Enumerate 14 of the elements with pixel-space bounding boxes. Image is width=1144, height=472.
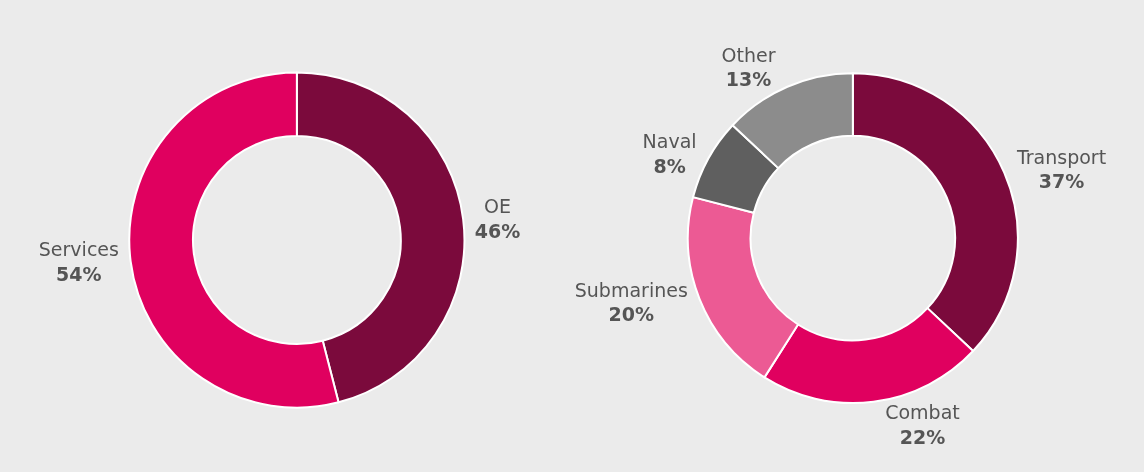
data-label: 13% (725, 68, 772, 91)
slice-label: Combat (885, 401, 960, 424)
slice-label: Submarines (574, 278, 688, 301)
slice-label: Services (38, 238, 119, 261)
data-label: 54% (56, 262, 102, 285)
slice-label: OE (484, 195, 512, 218)
data-label: 46% (474, 219, 521, 242)
slice-label: Other (721, 43, 776, 66)
data-label: 37% (1038, 170, 1085, 193)
slice-label: Naval (642, 129, 697, 152)
data-label: 8% (653, 154, 686, 177)
slice-label: Transport (1015, 145, 1107, 168)
data-label: 20% (608, 303, 655, 326)
data-label: 22% (899, 426, 946, 449)
